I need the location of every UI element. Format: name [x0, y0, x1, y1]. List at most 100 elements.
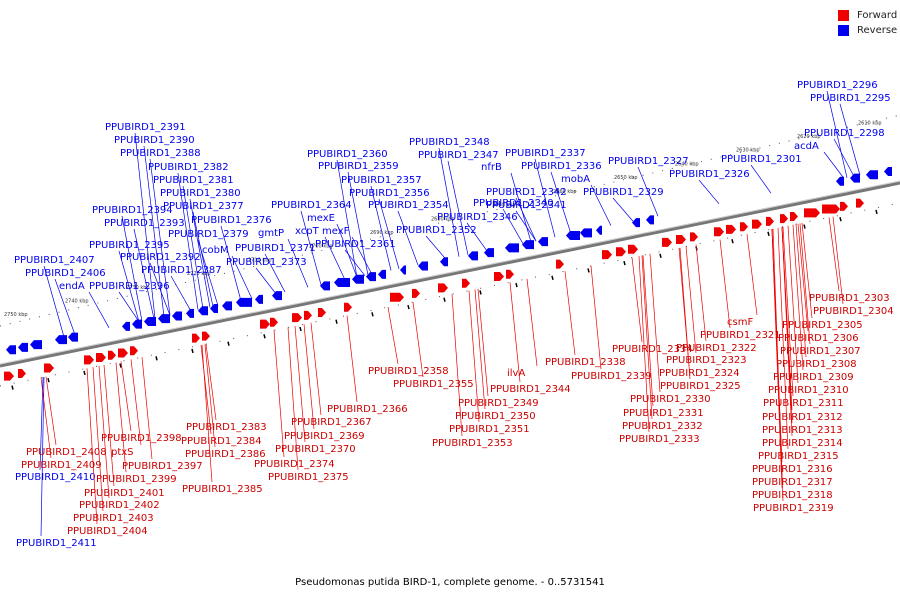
- reverse-gene-arrow: [836, 176, 844, 186]
- forward-gene-arrow: [804, 208, 820, 218]
- reverse-label-leader: [447, 160, 469, 255]
- reverse-label-leader: [220, 225, 242, 302]
- scale-dotted-line: [0, 114, 900, 327]
- reverse-gene-arrow: [210, 303, 218, 313]
- reverse-label-leader: [750, 164, 772, 194]
- forward-label-leader: [205, 344, 217, 421]
- scale-tick-label: 2670 kbp: [492, 203, 516, 209]
- reverse-label-leader: [397, 210, 419, 266]
- forward-gene-label: PPUBIRD1_2324: [659, 368, 740, 379]
- reverse-gene-label: nfrB: [481, 162, 502, 173]
- gene-tick-mark: [803, 224, 806, 229]
- reverse-gene-arrow: [505, 243, 519, 253]
- reverse-gene-arrow: [538, 237, 548, 247]
- gene-tick-mark: [515, 282, 518, 288]
- reverse-label-leader: [189, 198, 211, 308]
- legend-reverse: Reverse: [838, 23, 897, 38]
- reverse-label-leader: [40, 377, 45, 537]
- reverse-label-leader: [612, 197, 634, 222]
- reverse-label-leader: [197, 239, 219, 306]
- reverse-label-leader: [324, 236, 346, 280]
- reverse-gene-arrow: [580, 228, 592, 238]
- forward-gene-label: PPUBIRD1_2355: [393, 379, 474, 390]
- reverse-gene-label: PPUBIRD1_2356: [349, 188, 430, 199]
- reverse-gene-label: PPUBIRD1_2382: [148, 162, 229, 173]
- forward-label-leader: [638, 256, 650, 433]
- forward-label-leader: [685, 246, 697, 354]
- reverse-gene-label: PPUBIRD1_2326: [669, 169, 750, 180]
- forward-label-leader: [474, 289, 486, 410]
- reverse-label-leader: [192, 211, 214, 307]
- forward-gene-arrow: [202, 331, 210, 341]
- forward-label-leader: [590, 265, 602, 370]
- forward-label-leader: [792, 224, 804, 371]
- forward-label-leader: [631, 257, 643, 343]
- forward-label-leader: [200, 345, 212, 435]
- forward-gene-label: PPUBIRD1_2338: [545, 357, 626, 368]
- forward-gene-label: PPUBIRD1_2315: [758, 451, 839, 462]
- reverse-gene-label: PPUBIRD1_2381: [153, 175, 234, 186]
- reverse-gene-arrow: [418, 261, 428, 271]
- forward-gene-label: PPUBIRD1_2307: [780, 346, 861, 357]
- reverse-label-leader: [826, 90, 848, 178]
- forward-gene-arrow: [412, 288, 420, 298]
- reverse-gene-arrow: [566, 230, 580, 240]
- reverse-gene-label: PPUBIRD1_2341: [486, 200, 567, 211]
- forward-gene-arrow: [344, 302, 352, 312]
- reverse-gene-arrow: [352, 274, 364, 284]
- forward-label-leader: [346, 315, 358, 403]
- forward-gene-arrow: [780, 214, 788, 224]
- forward-label-leader: [782, 226, 794, 397]
- scale-tick-label: 2630 kbp: [736, 148, 760, 154]
- forward-label-leader: [642, 255, 654, 407]
- reverse-gene-label: PPUBIRD1_2371: [235, 243, 316, 254]
- forward-gene-label: PPUBIRD1_2321: [700, 330, 781, 341]
- forward-gene-arrow: [556, 259, 564, 269]
- forward-gene-label: PPUBIRD1_2383: [186, 422, 267, 433]
- reverse-gene-label: PPUBIRD1_2387: [141, 265, 222, 276]
- forward-gene-arrow: [676, 235, 686, 245]
- reverse-gene-arrow: [378, 269, 386, 279]
- forward-label-leader: [92, 367, 104, 512]
- reverse-gene-arrow: [440, 257, 448, 267]
- scale-tick-label: 2650 kbp: [614, 175, 638, 181]
- reverse-gene-label: PPUBIRD1_2327: [608, 156, 689, 167]
- reverse-label-leader: [370, 185, 392, 271]
- reverse-gene-label: mobA: [561, 174, 590, 185]
- reverse-gene-label: PPUBIRD1_2354: [368, 200, 449, 211]
- forward-gene-label: PPUBIRD1_2375: [268, 472, 349, 483]
- reverse-gene-arrow: [334, 277, 350, 287]
- genome-axis-highlight: [0, 180, 900, 365]
- forward-label-leader: [799, 223, 811, 345]
- reverse-gene-label: xcpT: [295, 226, 320, 237]
- reverse-gene-label: PPUBIRD1_2377: [163, 201, 244, 212]
- forward-gene-arrow: [690, 232, 698, 242]
- forward-gene-arrow: [714, 227, 724, 237]
- reverse-gene-arrow: [30, 340, 42, 350]
- scale-tick-label: 2620 kbp: [797, 134, 821, 140]
- forward-gene-arrow: [506, 269, 514, 279]
- reverse-gene-label: PPUBIRD1_2407: [14, 255, 95, 266]
- forward-gene-label: PPUBIRD1_2397: [122, 461, 203, 472]
- reverse-label-leader: [149, 262, 171, 316]
- gene-tick-mark: [731, 238, 734, 244]
- reverse-gene-label: PPUBIRD1_2390: [114, 135, 195, 146]
- reverse-gene-label: PPUBIRD1_2360: [307, 149, 388, 160]
- forward-gene-label: PPUBIRD1_2401: [84, 488, 165, 499]
- gene-tick-mark: [443, 297, 446, 302]
- forward-gene-label: PPUBIRD1_2305: [782, 320, 863, 331]
- forward-gene-label: PPUBIRD1_2318: [752, 490, 833, 501]
- gene-tick-mark: [407, 304, 410, 310]
- forward-gene-label: PPUBIRD1_2330: [630, 394, 711, 405]
- gene-tick-mark: [227, 341, 230, 346]
- reverse-gene-label: PPUBIRD1_2329: [583, 187, 664, 198]
- reverse-gene-label: gmtP: [258, 228, 284, 239]
- reverse-label-leader: [287, 238, 309, 288]
- forward-label-leader: [832, 216, 844, 305]
- forward-label-leader: [412, 301, 424, 378]
- reverse-label-leader: [823, 151, 845, 179]
- forward-gene-label: PPUBIRD1_2308: [776, 359, 857, 370]
- reverse-gene-arrow: [236, 297, 252, 307]
- reverse-gene-arrow: [646, 215, 654, 225]
